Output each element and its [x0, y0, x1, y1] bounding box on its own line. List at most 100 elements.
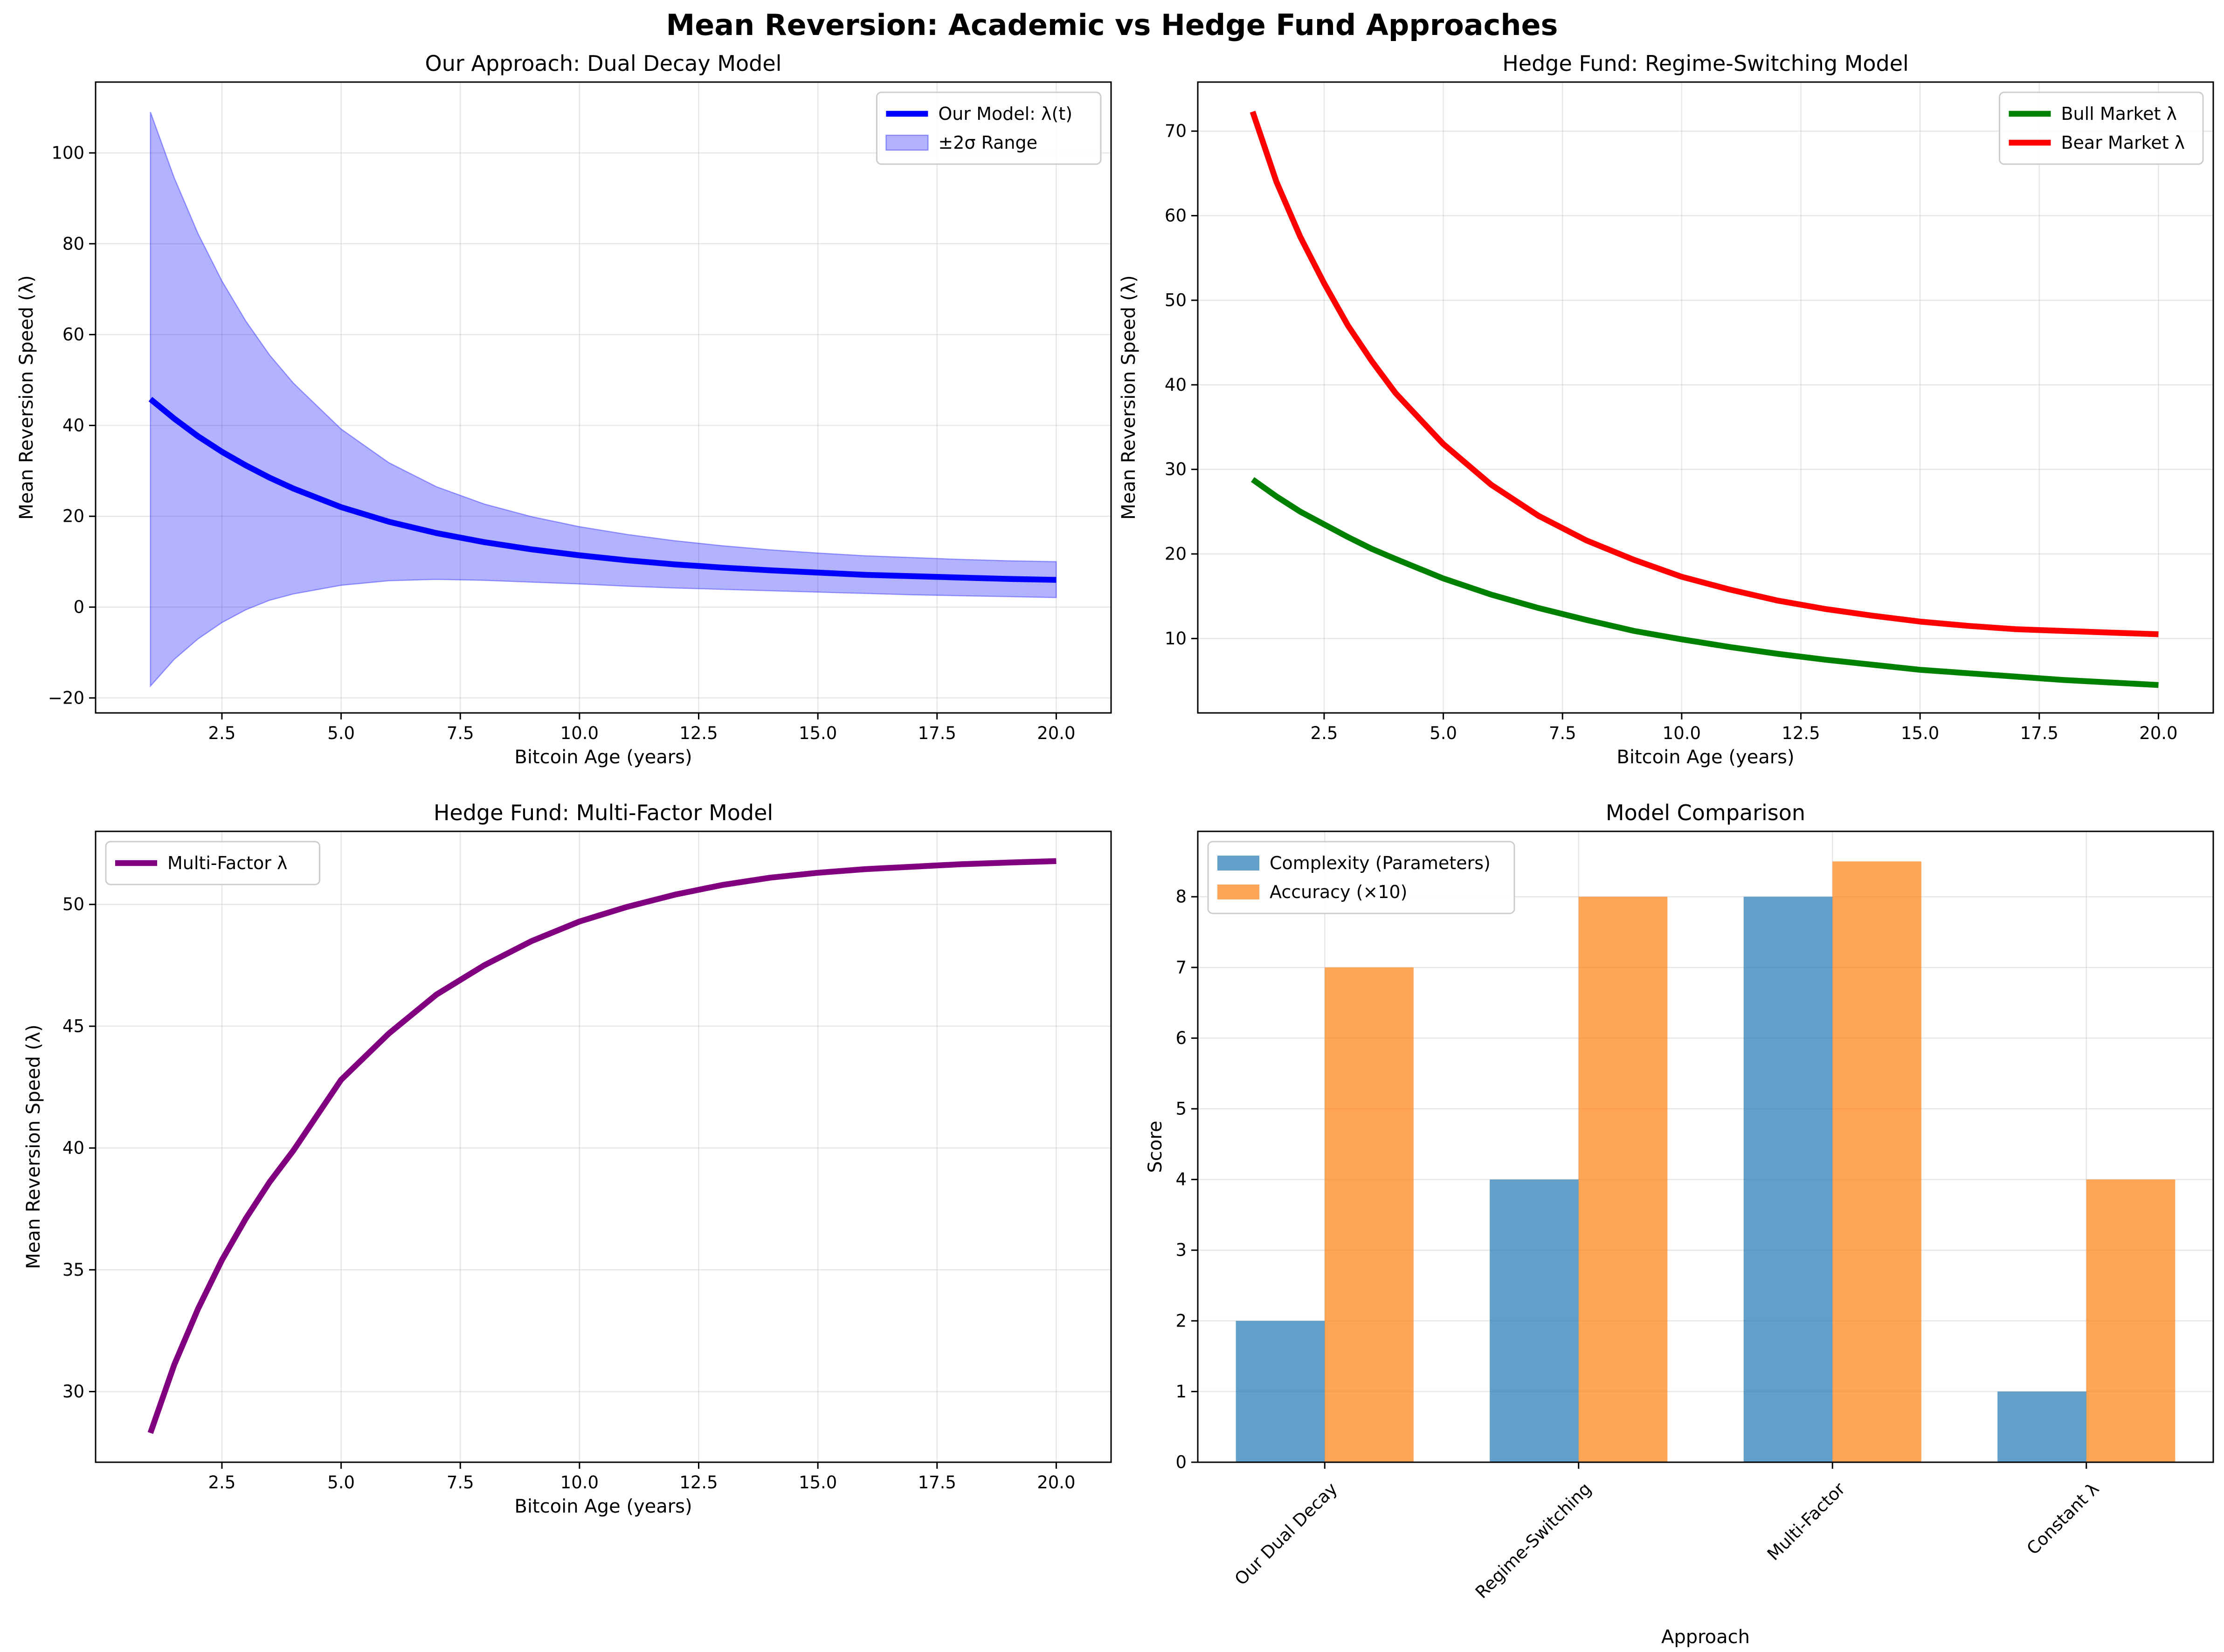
- legend-item-2-range: ±2σ Range: [885, 132, 1037, 153]
- x-tick-label: 17.5: [918, 723, 956, 743]
- chart-title: Our Approach: Dual Decay Model: [425, 51, 782, 76]
- y-axis: 0 1 2 3 4 5 6 7 8: [1175, 887, 1198, 1472]
- x-axis: 2.5 5.0 7.5 10.0 12.5 15.0 17.5 20.0: [208, 713, 1076, 743]
- y-axis: 30 35 40 45 50: [62, 894, 96, 1402]
- y-tick-label: 50: [1165, 290, 1187, 310]
- x-axis: 2.5 5.0 7.5 10.0 12.5 15.0 17.5 20.0: [208, 1462, 1076, 1493]
- legend: Multi-Factor λ: [105, 841, 321, 885]
- y-tick-label: 60: [1165, 206, 1187, 226]
- y-tick-label: 10: [1165, 629, 1187, 649]
- x-tick-label: 5.0: [1430, 723, 1457, 743]
- x-tick-label: 2.5: [1311, 723, 1338, 743]
- x-tick-label: 20.0: [1037, 723, 1075, 743]
- x-tick-label: 12.5: [679, 723, 718, 743]
- legend-box: [1998, 91, 2204, 165]
- legend-label: ±2σ Range: [938, 132, 1037, 153]
- line-multi-factor: [147, 858, 1057, 1434]
- legend-swatch: [1217, 856, 1259, 871]
- y-axis-label: Score: [1145, 1120, 1166, 1173]
- chart-title: Model Comparison: [1606, 800, 1805, 825]
- y-tick-label: 3: [1175, 1240, 1187, 1260]
- x-tick-label: 17.5: [2020, 723, 2058, 743]
- legend-item-accuracy-10: Accuracy (×10): [1217, 882, 1407, 902]
- legend-item-bull-market: Bull Market λ: [2009, 104, 2177, 124]
- x-tick-label: 10.0: [1663, 723, 1701, 743]
- chart-model-comparison: Our Dual Decay Regime-Switching Multi-Fact…: [1145, 800, 2214, 1648]
- x-tick-label: 7.5: [1549, 723, 1576, 743]
- line-bear-market: [1250, 111, 2159, 637]
- plot-frame: [95, 830, 1112, 1463]
- y-tick-label: 30: [1165, 459, 1187, 479]
- y-axis-label: Mean Reversion Speed (λ): [16, 275, 37, 520]
- y-tick-label: 30: [62, 1382, 84, 1402]
- y-axis-label: Mean Reversion Speed (λ): [1118, 275, 1140, 520]
- legend: Complexity (Parameters) Accuracy (×10): [1207, 841, 1515, 914]
- x-axis: 2.5 5.0 7.5 10.0 12.5 15.0 17.5 20.0: [1311, 713, 2178, 743]
- y-tick-label: 2: [1175, 1311, 1187, 1331]
- bar: [1325, 967, 1414, 1462]
- x-axis-label: Bitcoin Age (years): [514, 747, 692, 768]
- gridlines: [96, 82, 1111, 713]
- legend: Bull Market λ Bear Market λ: [1998, 91, 2204, 165]
- legend-label: Multi-Factor λ: [167, 853, 287, 873]
- y-tick-label: 7: [1175, 957, 1187, 977]
- y-tick-label: 60: [62, 325, 84, 345]
- legend: Our Model: λ(t) ±2σ Range: [876, 91, 1102, 165]
- chart-hedge-fund-regime-switching-model: 2.5 5.0 7.5 10.0 12.5 15.0 17.5 20.0 10 20 30 40 50 6…: [1118, 51, 2214, 768]
- x-tick-label: 5.0: [327, 723, 355, 743]
- x-tick-label: 15.0: [799, 1472, 837, 1493]
- x-tick-label: 2.5: [208, 723, 236, 743]
- x-tick-label: 10.0: [560, 1472, 599, 1493]
- y-tick-label: −20: [48, 688, 84, 708]
- bar: [1578, 897, 1668, 1462]
- y-tick-label: 0: [1175, 1452, 1187, 1472]
- plot-frame: [1197, 81, 2214, 714]
- x-tick-label: 15.0: [799, 723, 837, 743]
- x-tick-label: 20.0: [2139, 723, 2177, 743]
- bar: [2086, 1179, 2176, 1462]
- x-tick-label: 12.5: [679, 1472, 718, 1493]
- bar: [1997, 1391, 2086, 1462]
- x-tick-label: 10.0: [560, 723, 599, 743]
- x-tick-label: 17.5: [918, 1472, 956, 1493]
- bar-series-accuracy-10: [1325, 861, 2176, 1462]
- legend-item-multi-factor: Multi-Factor λ: [115, 853, 287, 873]
- y-tick-label: 6: [1175, 1028, 1187, 1048]
- x-tick-label: 15.0: [1901, 723, 1939, 743]
- legend-box: [1207, 841, 1515, 914]
- x-tick-label: 20.0: [1037, 1472, 1075, 1493]
- bar-series-complexity-parameters: [1236, 897, 2086, 1462]
- y-tick-label: 40: [62, 415, 84, 435]
- x-tick-label: 2.5: [208, 1472, 236, 1493]
- legend-label: Complexity (Parameters): [1270, 853, 1491, 873]
- legend-item-bear-market: Bear Market λ: [2009, 132, 2185, 153]
- y-axis: −20 0 20 40 60 80 100: [48, 143, 96, 708]
- y-tick-label: 80: [62, 234, 84, 254]
- x-tick-label: 5.0: [327, 1472, 355, 1493]
- line-our-model-t: [148, 397, 1057, 583]
- y-tick-label: 20: [1165, 544, 1187, 564]
- y-axis-label: Mean Reversion Speed (λ): [23, 1024, 44, 1269]
- bar: [1832, 861, 1921, 1462]
- chart-title: Hedge Fund: Multi-Factor Model: [434, 800, 773, 825]
- y-tick-label: 8: [1175, 887, 1187, 907]
- figure-suptitle: Mean Reversion: Academic vs Hedge Fund A…: [666, 8, 1558, 42]
- line-bull-market: [1250, 477, 2159, 688]
- legend-item-complexity-parameters: Complexity (Parameters): [1217, 853, 1491, 873]
- legend-swatch: [885, 134, 929, 151]
- legend-label: Bull Market λ: [2061, 104, 2177, 124]
- band-2-range: [150, 111, 1057, 688]
- y-tick-label: 100: [51, 143, 84, 163]
- y-tick-label: 50: [62, 894, 84, 914]
- plot-frame: [95, 81, 1112, 714]
- chart-our-approach-dual-decay-model: 2.5 5.0 7.5 10.0 12.5 15.0 17.5 20.0 −20 0 20 40 60 8…: [16, 51, 1112, 768]
- chart-hedge-fund-multi-factor-model: 2.5 5.0 7.5 10.0 12.5 15.0 17.5 20.0 30 35 40 45 50 B…: [23, 800, 1112, 1517]
- y-tick-label: 40: [1165, 375, 1187, 395]
- x-tick-label: 12.5: [1782, 723, 1820, 743]
- y-tick-label: 35: [62, 1260, 84, 1280]
- y-tick-label: 20: [62, 506, 84, 526]
- x-tick-label: 7.5: [447, 1472, 474, 1493]
- y-tick-label: 45: [62, 1016, 84, 1036]
- legend-label: Bear Market λ: [2061, 132, 2185, 153]
